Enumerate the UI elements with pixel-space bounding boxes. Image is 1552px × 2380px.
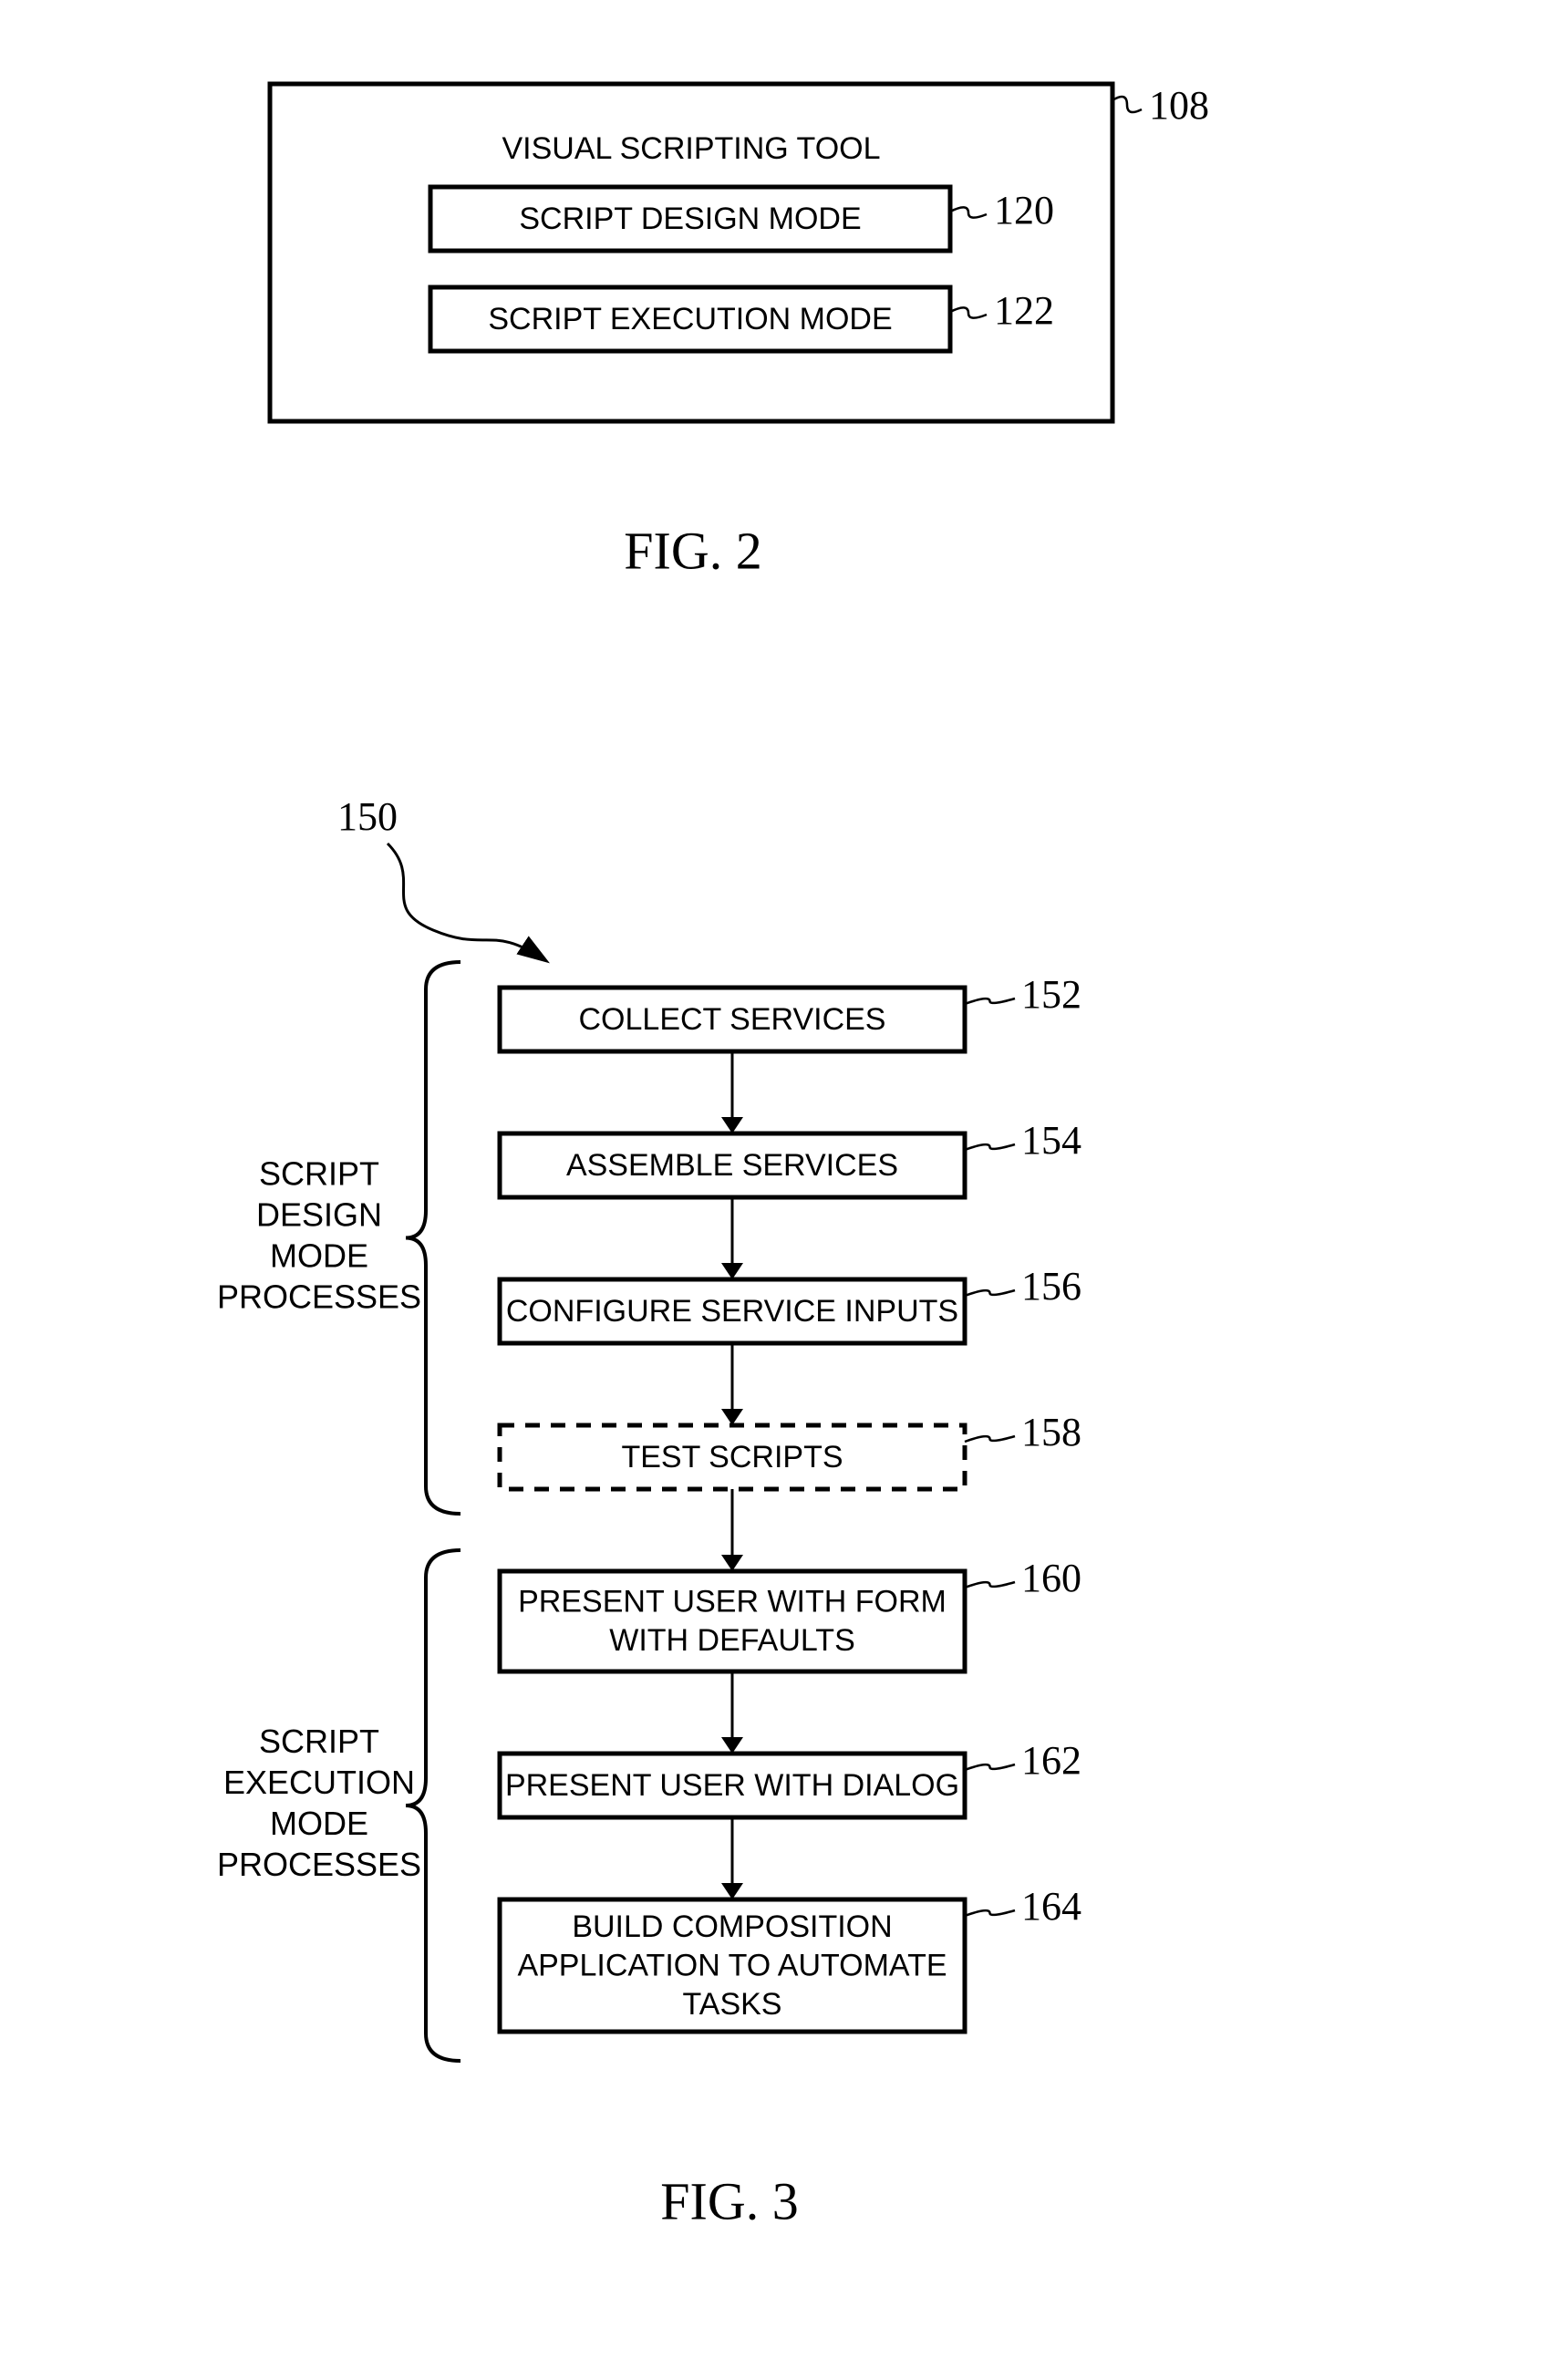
svg-text:SCRIPT EXECUTION MODE: SCRIPT EXECUTION MODE [488, 302, 892, 336]
svg-text:TEST SCRIPTS: TEST SCRIPTS [621, 1440, 843, 1475]
svg-text:WITH DEFAULTS: WITH DEFAULTS [609, 1623, 855, 1658]
exec-mode-label-3: PROCESSES [217, 1846, 421, 1883]
design-mode-label-1: DESIGN [256, 1196, 382, 1234]
design-mode-label-0: SCRIPT [259, 1155, 379, 1193]
svg-text:PRESENT USER WITH DIALOG: PRESENT USER WITH DIALOG [505, 1768, 959, 1803]
svg-text:152: 152 [1021, 972, 1081, 1017]
svg-text:154: 154 [1021, 1118, 1081, 1163]
design-mode-label-3: PROCESSES [217, 1278, 421, 1316]
svg-text:162: 162 [1021, 1738, 1081, 1783]
svg-text:COLLECT SERVICES: COLLECT SERVICES [579, 1002, 886, 1037]
svg-text:122: 122 [994, 288, 1054, 333]
svg-text:APPLICATION TO AUTOMATE: APPLICATION TO AUTOMATE [517, 1948, 947, 1982]
svg-text:164: 164 [1021, 1884, 1081, 1929]
svg-text:158: 158 [1021, 1410, 1081, 1454]
fig3-caption: FIG. 3 [660, 2171, 798, 2230]
fig2-title: VISUAL SCRIPTING TOOL [502, 131, 880, 166]
fig3-ref-150: 150 [337, 794, 398, 839]
svg-text:PRESENT USER WITH FORM: PRESENT USER WITH FORM [518, 1585, 947, 1619]
svg-text:ASSEMBLE SERVICES: ASSEMBLE SERVICES [566, 1148, 898, 1183]
svg-text:TASKS: TASKS [683, 1987, 782, 2022]
design-mode-label-2: MODE [270, 1237, 368, 1275]
fig2-caption: FIG. 2 [624, 521, 761, 580]
exec-mode-label-1: EXECUTION [223, 1764, 415, 1801]
exec-mode-label-0: SCRIPT [259, 1723, 379, 1760]
svg-text:108: 108 [1149, 83, 1209, 128]
svg-text:156: 156 [1021, 1264, 1081, 1309]
svg-text:160: 160 [1021, 1556, 1081, 1600]
fig3-entry-arrow [388, 843, 545, 960]
svg-text:BUILD COMPOSITION: BUILD COMPOSITION [572, 1909, 892, 1944]
svg-text:120: 120 [994, 188, 1054, 233]
svg-text:CONFIGURE SERVICE INPUTS: CONFIGURE SERVICE INPUTS [506, 1294, 958, 1329]
exec-mode-label-2: MODE [270, 1805, 368, 1842]
svg-text:SCRIPT DESIGN MODE: SCRIPT DESIGN MODE [519, 202, 861, 236]
